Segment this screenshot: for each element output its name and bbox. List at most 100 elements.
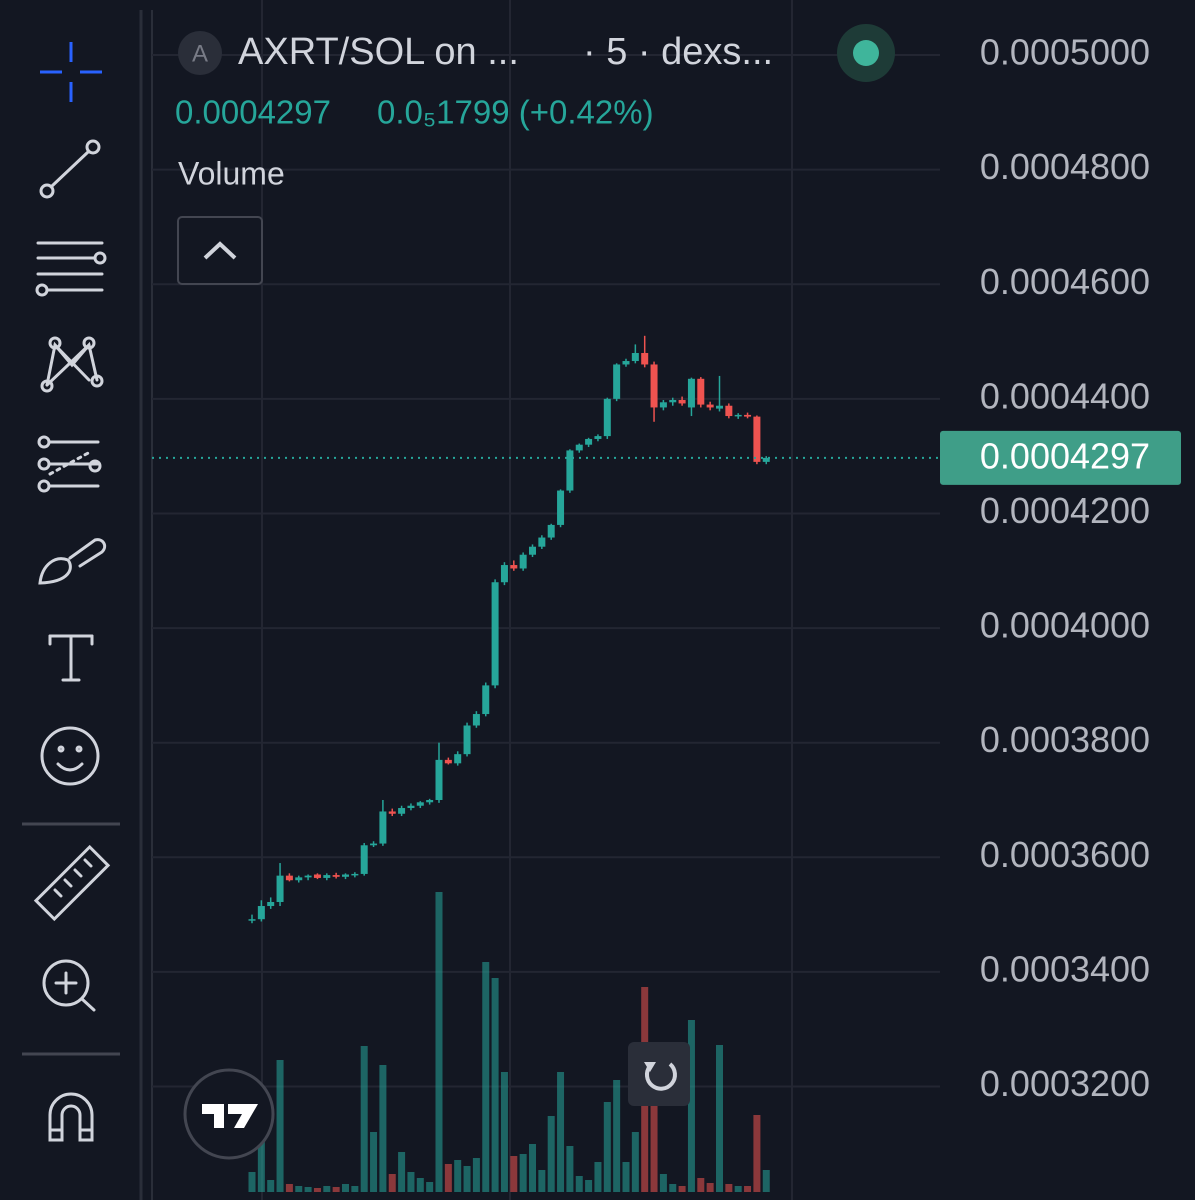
volume-bar bbox=[659, 1174, 667, 1192]
candle-body bbox=[248, 919, 256, 921]
reset-icon bbox=[644, 1062, 677, 1091]
candle-body bbox=[585, 438, 593, 445]
volume-bar bbox=[669, 1184, 677, 1192]
symbol-avatar bbox=[178, 31, 222, 75]
volume-bar bbox=[762, 1170, 770, 1192]
volume-bar bbox=[491, 978, 499, 1192]
pattern-tool[interactable] bbox=[40, 336, 104, 393]
crosshair-tool[interactable] bbox=[40, 42, 102, 102]
volume-bar bbox=[313, 1188, 321, 1192]
symbol-title[interactable]: AXRT/SOL on ... bbox=[238, 31, 519, 73]
candle-body bbox=[678, 400, 686, 404]
candle-body bbox=[454, 754, 462, 764]
logo-mark bbox=[202, 1104, 258, 1128]
y-tick-label: 0.0003800 bbox=[980, 719, 1150, 760]
candle-body bbox=[622, 361, 630, 365]
indicator-name[interactable]: Volume bbox=[178, 155, 285, 191]
last-price: 0.0004297 bbox=[175, 94, 331, 131]
candle-body bbox=[267, 902, 275, 907]
price-grid bbox=[152, 54, 940, 1088]
horizontal-lines-tool[interactable] bbox=[35, 241, 107, 297]
magnet-tool[interactable] bbox=[48, 1092, 94, 1142]
y-tick-label: 0.0004200 bbox=[980, 490, 1150, 531]
plot bbox=[248, 335, 770, 1192]
volume-bar bbox=[426, 1182, 434, 1192]
y-tick-label: 0.0004400 bbox=[980, 375, 1150, 416]
volume-bar bbox=[547, 1116, 555, 1192]
volume-bar bbox=[529, 1144, 536, 1192]
candle-body bbox=[594, 436, 602, 439]
volume-bar bbox=[398, 1152, 406, 1192]
candle-body bbox=[304, 875, 312, 878]
candle-body bbox=[603, 398, 611, 437]
ruler-tool[interactable] bbox=[33, 844, 111, 922]
volume-bar bbox=[725, 1184, 733, 1192]
volume-bar bbox=[388, 1174, 396, 1192]
candle-body bbox=[753, 416, 761, 462]
volume-bar bbox=[304, 1187, 312, 1192]
volume-bar bbox=[444, 1164, 452, 1192]
price-change: 0.0₅1799 (+0.42%) bbox=[377, 94, 654, 131]
time-grid bbox=[261, 0, 793, 1200]
zoom-tool[interactable] bbox=[42, 959, 96, 1012]
candle-body bbox=[669, 400, 677, 403]
avatar-letter: A bbox=[192, 40, 208, 67]
candle-body bbox=[716, 405, 723, 409]
candle-body bbox=[482, 685, 490, 715]
volume-bar bbox=[407, 1172, 415, 1192]
candle-body bbox=[407, 805, 415, 809]
candle-body bbox=[706, 404, 714, 408]
volume-bar bbox=[416, 1178, 424, 1192]
volume-bar bbox=[323, 1186, 331, 1192]
volume-bar bbox=[650, 1042, 658, 1192]
candle-body bbox=[388, 811, 396, 814]
volume-bar bbox=[379, 1065, 387, 1192]
candle-body bbox=[444, 759, 452, 764]
volume-bar bbox=[706, 1183, 714, 1192]
volume-bar bbox=[622, 1162, 630, 1192]
candle-body bbox=[276, 875, 284, 903]
volume-bar bbox=[510, 1156, 518, 1192]
volume-bar bbox=[744, 1186, 752, 1192]
volume-bar bbox=[575, 1176, 583, 1192]
candle-body bbox=[687, 378, 695, 408]
candle-body bbox=[342, 874, 349, 877]
candle-body bbox=[398, 808, 406, 814]
reset-button[interactable] bbox=[628, 1042, 690, 1106]
trendline-tool[interactable] bbox=[39, 139, 101, 199]
reset-arrow bbox=[644, 1062, 656, 1072]
candle-body bbox=[379, 811, 387, 844]
price-tag bbox=[940, 430, 1181, 485]
fib-tool[interactable] bbox=[37, 435, 102, 493]
volume-bar bbox=[519, 1154, 527, 1192]
volume-bar bbox=[463, 1166, 471, 1192]
price-tag-label: 0.0004297 bbox=[980, 435, 1150, 476]
candle-body bbox=[744, 414, 752, 417]
volume-bar bbox=[613, 1080, 621, 1192]
collapse-button[interactable] bbox=[177, 216, 263, 285]
candle-body bbox=[426, 800, 434, 803]
candle-body bbox=[323, 875, 331, 878]
candle-body bbox=[370, 843, 378, 846]
brush-tool[interactable] bbox=[38, 538, 107, 585]
interval-source[interactable]: · 5 · dexs... bbox=[583, 31, 773, 73]
volume-bar bbox=[248, 1172, 256, 1192]
candle-body bbox=[472, 714, 480, 726]
candle-body bbox=[575, 444, 583, 451]
volume-bar bbox=[360, 1046, 368, 1192]
volume-bar bbox=[295, 1186, 303, 1192]
volume-bar bbox=[538, 1170, 546, 1192]
candle-body bbox=[725, 405, 733, 417]
volume-bar bbox=[285, 1184, 293, 1192]
candle-body bbox=[351, 873, 359, 876]
candle-body bbox=[613, 364, 621, 399]
volume-bar bbox=[697, 1178, 705, 1192]
emoji-tool[interactable] bbox=[40, 726, 100, 786]
candle-body bbox=[257, 906, 265, 920]
volume-bar bbox=[716, 1045, 723, 1192]
candle-body bbox=[547, 524, 555, 538]
volume-bar bbox=[566, 1146, 574, 1192]
collapse-icon bbox=[203, 241, 237, 260]
text-tool[interactable] bbox=[48, 634, 94, 682]
